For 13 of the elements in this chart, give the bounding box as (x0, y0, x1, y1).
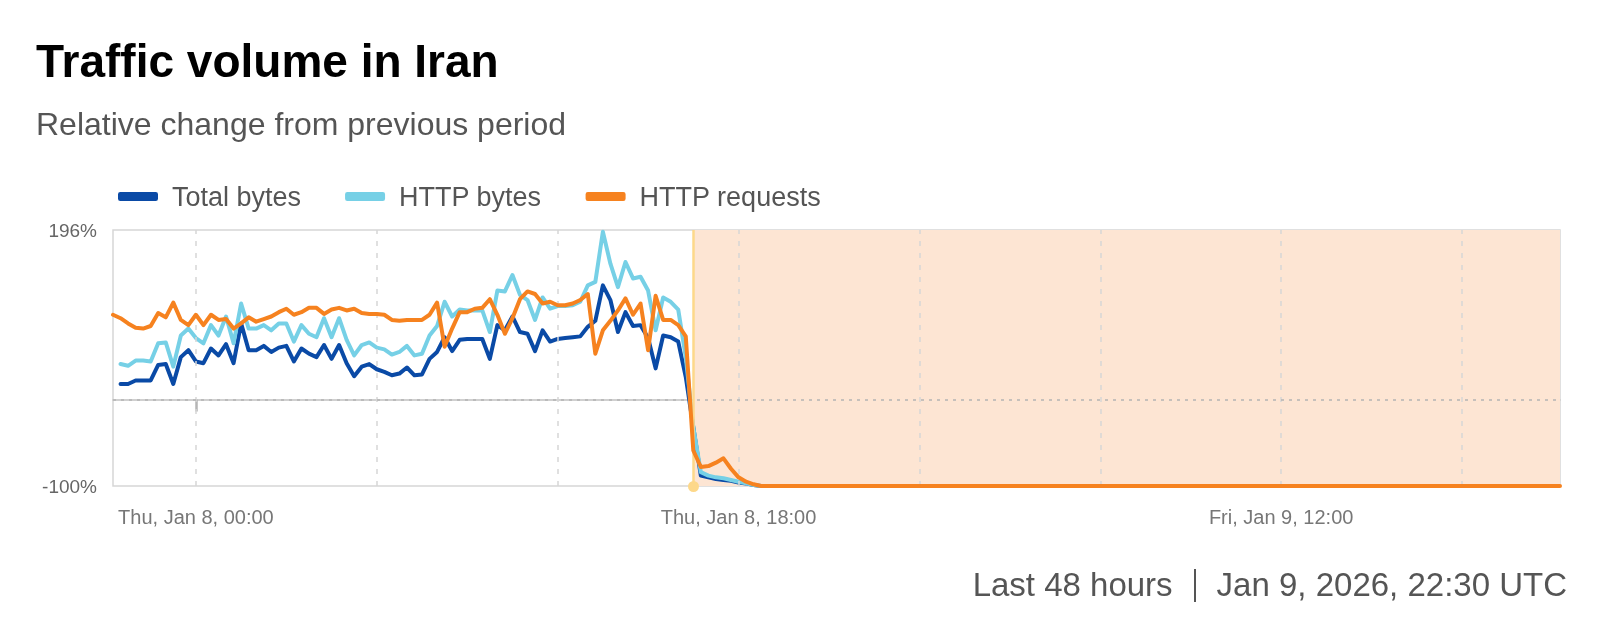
text: Jan 9, 2026, 22:30 UTC (1216, 565, 1567, 605)
text: Last 48 hours (972, 565, 1173, 605)
chart-subtitle: Relative change from previous period (36, 106, 567, 142)
y-tick-label: -100% (42, 475, 98, 497)
y-tick-label: 196% (48, 219, 98, 241)
legend-label: HTTP bytes (399, 181, 542, 212)
line-series (111, 289, 1562, 488)
chart-title: Traffic volume in Iran (36, 35, 499, 87)
legend-label: Total bytes (172, 181, 302, 212)
legend-label: HTTP requests (639, 181, 821, 212)
x-tick-label: Thu, Jan 8, 18:00 (660, 506, 817, 528)
x-tick-label: Fri, Jan 9, 12:00 (1208, 506, 1354, 528)
x-tick-label: Thu, Jan 8, 00:00 (118, 506, 274, 528)
